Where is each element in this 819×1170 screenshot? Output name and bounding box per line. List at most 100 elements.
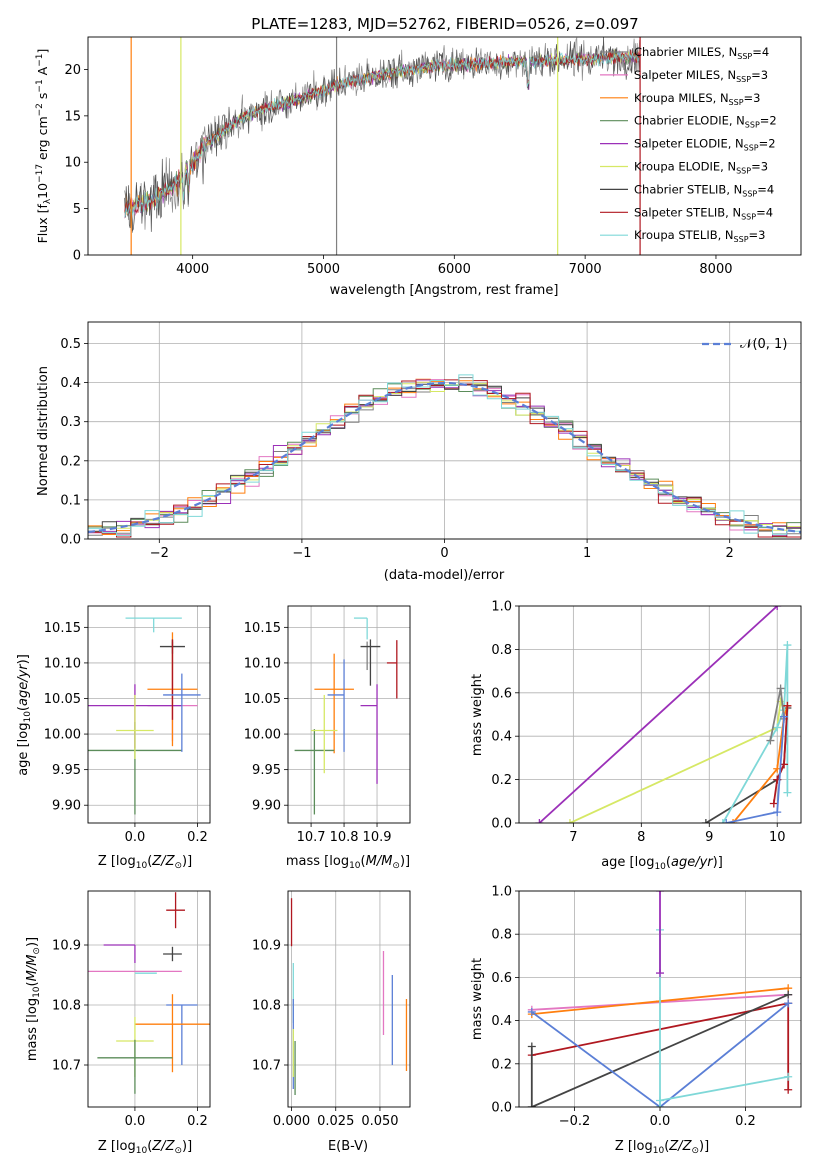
spectrum-ytick-label: 5 (73, 202, 81, 217)
ageZ-xtick-label: 0.0 (125, 830, 146, 845)
histogram-xtick-label: −2 (150, 546, 169, 561)
mwAge-xtick-label: 7 (569, 830, 577, 845)
mwAge-series-line (538, 606, 778, 823)
age-vs-mass-panel: mass [log10(M/M⊙)] 10.7 10.8 10.9 9.90 9.95 1… (244, 605, 411, 871)
ageM-frame (287, 605, 411, 824)
mwZ-ytick-label: 0.0 (491, 1101, 512, 1116)
spectrum-xtick-label: 4000 (176, 262, 209, 277)
massE-ytick-label: 10.9 (252, 939, 281, 954)
mwAge-xlabel: age [log10(age/yr)] (601, 855, 723, 872)
mwAge-ytick-label: 0.8 (491, 643, 512, 658)
spectrum-legend-label: Salpeter MILES, NSSP=3 (634, 68, 768, 84)
spectrum-series-line (124, 37, 640, 232)
ageZ-ytick-label: 9.95 (52, 763, 81, 778)
mwZ-point-marker (784, 1085, 793, 1094)
mwAge-point-marker (773, 808, 782, 817)
massZ-ytick-label: 10.9 (52, 939, 81, 954)
mwZ-point-marker (784, 990, 793, 999)
spectrum-legend-label: Kroupa ELODIE, NSSP=3 (634, 160, 768, 176)
histogram-ytick-label: 0.0 (60, 533, 81, 548)
spectrum-ytick-label: 15 (64, 109, 81, 124)
spectrum-series-line (124, 37, 640, 233)
mwAge-ylabel: mass weight (470, 674, 485, 756)
mwZ-xtick-label: −0.2 (559, 1114, 591, 1129)
mwZ-point-marker (527, 1007, 536, 1016)
histogram-step (88, 374, 801, 538)
mwZ-xtick-label: 0.2 (735, 1114, 756, 1129)
ageM-ytick-label: 10.05 (244, 692, 281, 707)
mwAge-ytick-label: 0.6 (491, 686, 512, 701)
mwZ-series-line (531, 1002, 789, 1107)
spectrum-legend-label: Salpeter STELIB, NSSP=4 (634, 205, 773, 221)
mwZ-series-line (659, 1075, 789, 1102)
ageZ-ytick-label: 10.05 (44, 692, 81, 707)
mwZ-point-marker (656, 1103, 664, 1107)
mwAge-point-marker (773, 723, 782, 732)
histogram-xtick-label: −1 (292, 546, 311, 561)
mwAge-point-marker (773, 606, 782, 610)
histogram-ytick-label: 0.5 (60, 337, 81, 352)
mwAge-ytick-label: 1.0 (491, 600, 512, 615)
ageZ-frame (87, 605, 211, 824)
mwAge-point-marker (722, 819, 731, 823)
age-vs-Z-panel: Z [log10(Z/Z⊙)] age [log10(age/yr)] 0.0 0… (16, 605, 211, 871)
spectrum-legend-label: Chabrier MILES, NSSP=4 (634, 45, 769, 61)
ageM-xtick-label: 10.9 (363, 830, 392, 845)
histogram-panel: (data-model)/error Normed distribution −… (36, 321, 802, 583)
spectrum-legend-label: Chabrier ELODIE, NSSP=2 (634, 114, 777, 130)
spectrum-xlabel: wavelength [Angstrom, rest frame] (330, 283, 559, 298)
mwZ-ytick-label: 0.8 (491, 928, 512, 943)
spectrum-legend-label: Kroupa STELIB, NSSP=3 (634, 228, 765, 244)
mwAge-ytick-label: 0.2 (491, 773, 512, 788)
mwZ-point-marker (784, 999, 793, 1008)
mwAge-point-marker (783, 641, 792, 650)
ageZ-ytick-label: 9.90 (52, 799, 81, 814)
mwAge-series-line (732, 705, 789, 823)
spectrum-xtick-label: 5000 (307, 262, 340, 277)
mass-vs-Z-panel: Z [log10(Z/Z⊙)] mass [log10(M/M⊙)] 0.0 0.… (25, 890, 211, 1156)
spectrum-title: PLATE=1283, MJD=52762, FIBERID=0526, z=0… (251, 15, 638, 33)
ageZ-xtick-label: 0.2 (187, 830, 208, 845)
massE-frame (287, 890, 411, 1108)
massZ-frame (87, 890, 211, 1108)
spectrum-xtick-label: 6000 (438, 262, 471, 277)
massZ-ylabel: mass [log10(M/M⊙)] (25, 937, 42, 1061)
mwAge-xtick-label: 9 (705, 830, 713, 845)
histogram-ytick-label: 0.4 (60, 376, 81, 391)
mwZ-ytick-label: 0.6 (491, 971, 512, 986)
ageZ-ytick-label: 10.10 (44, 656, 81, 671)
massE-xtick-label: 0.025 (317, 1114, 354, 1129)
massE-xtick-label: 0.050 (361, 1114, 398, 1129)
mwAge-xtick-label: 10 (769, 830, 786, 845)
ageM-xtick-label: 10.8 (330, 830, 359, 845)
histogram-frame (87, 321, 802, 540)
massweight-vs-Z-panel: Z [log10(Z/Z⊙)] mass weight −0.2 0.0 0.2 0.… (470, 885, 802, 1156)
mwZ-ytick-label: 1.0 (491, 885, 512, 900)
spectrum-frame (87, 36, 802, 256)
spectrum-ytick-label: 10 (64, 156, 81, 171)
mwAge-point-marker (783, 788, 792, 797)
ageZ-ytick-label: 10.00 (44, 728, 81, 743)
mwZ-point-marker (784, 1072, 793, 1081)
spectrum-ylabel: Flux [fλ10−17 erg cm−2 s−1 A−1] (35, 49, 53, 244)
histogram-ytick-label: 0.3 (60, 415, 81, 430)
massZ-xtick-label: 0.2 (187, 1114, 208, 1129)
massZ-xtick-label: 0.0 (125, 1114, 146, 1129)
mwZ-point-marker (527, 1042, 536, 1051)
ageZ-xlabel: Z [log10(Z/Z⊙)] (98, 854, 192, 871)
mass-vs-EBV-panel: E(B-V) 0.000 0.025 0.050 10.7 10.8 10.9 (252, 890, 411, 1154)
mwAge-point-marker (780, 712, 789, 721)
mwAge-point-marker (766, 736, 775, 745)
ageZ-ytick-label: 10.15 (44, 621, 81, 636)
spectrum-xtick-label: 8000 (699, 262, 732, 277)
histogram-xlabel: (data-model)/error (384, 568, 505, 583)
massweight-vs-age-panel: age [log10(age/yr)] mass weight 7 8 9 10 0.0… (470, 600, 802, 872)
ageM-ytick-label: 10.10 (244, 656, 281, 671)
mwAge-point-marker (535, 819, 544, 823)
spectrum-xtick-label: 7000 (569, 262, 602, 277)
massZ-ytick-label: 10.7 (52, 1059, 81, 1074)
spectrum-legend-label: Kroupa MILES, NSSP=3 (634, 91, 760, 107)
ageM-ytick-label: 9.95 (252, 763, 281, 778)
mwAge-ytick-label: 0.0 (491, 817, 512, 832)
